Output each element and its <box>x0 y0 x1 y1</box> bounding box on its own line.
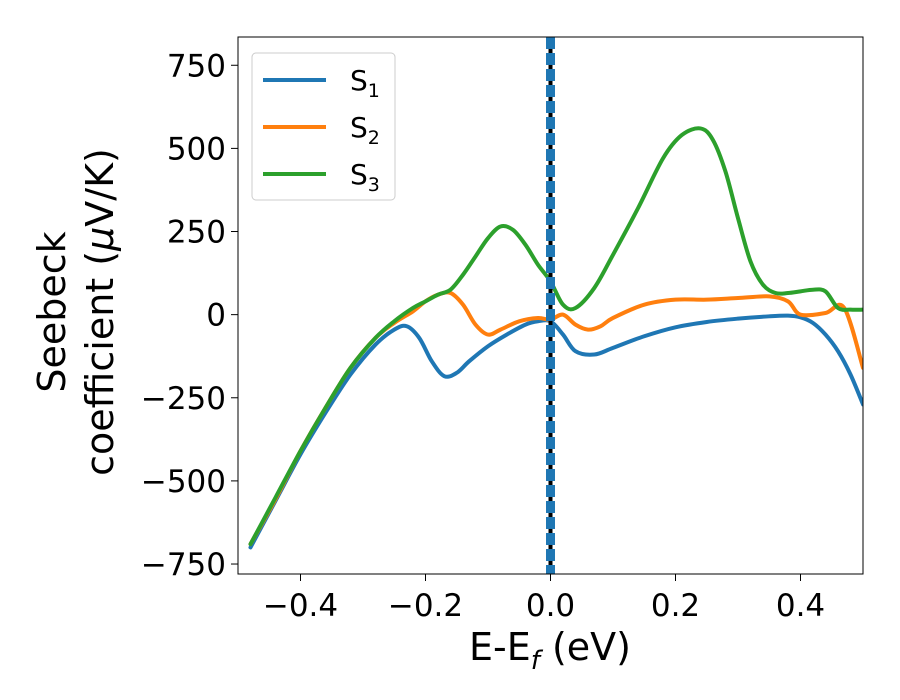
legend-label-1: S1 <box>350 64 380 102</box>
x-axis-ticks: −0.4 −0.2 0.0 0.2 0.4 <box>263 574 825 624</box>
x-tick-label: −0.4 <box>263 588 338 624</box>
plot-area <box>248 37 863 574</box>
series-line-2 <box>248 290 863 547</box>
legend-items: S1 S2 S3 <box>263 64 380 196</box>
x-tick-label: 0.4 <box>776 588 825 624</box>
y-axis-label-line2-start: coefficient ( <box>78 251 122 476</box>
y-axis-label: Seebeck coefficient (μV/K) <box>30 148 122 476</box>
y-tick-label: 500 <box>167 131 226 167</box>
y-axis-label-mu: μ <box>78 227 122 252</box>
x-axis-label-unit: (eV) <box>540 625 631 669</box>
x-axis-label: E-Ef (eV) <box>469 625 631 676</box>
legend-label-3: S3 <box>350 158 380 196</box>
legend-label-2: S2 <box>350 111 380 149</box>
y-axis-label-line1: Seebeck <box>30 231 74 392</box>
y-tick-label: −750 <box>141 547 226 583</box>
y-axis-ticks: 750 500 250 0 −250 −500 −750 <box>141 48 238 583</box>
y-axis-label-line2: coefficient (μV/K) <box>78 148 122 476</box>
x-axis-label-main: E-E <box>469 625 531 669</box>
series-line-1 <box>248 313 863 550</box>
y-tick-label: 250 <box>167 215 226 251</box>
series-line-3 <box>248 126 863 547</box>
y-tick-label: 750 <box>167 48 226 84</box>
x-tick-label: 0.2 <box>651 588 700 624</box>
y-axis-label-line2-end: V/K) <box>78 148 122 227</box>
y-tick-label: −500 <box>141 464 226 500</box>
y-tick-label: 0 <box>206 298 226 334</box>
x-tick-label: −0.2 <box>388 588 463 624</box>
x-tick-label: 0.0 <box>526 588 575 624</box>
legend: S1 S2 S3 <box>251 52 396 201</box>
series-layer <box>248 126 863 550</box>
y-tick-label: −250 <box>141 381 226 417</box>
